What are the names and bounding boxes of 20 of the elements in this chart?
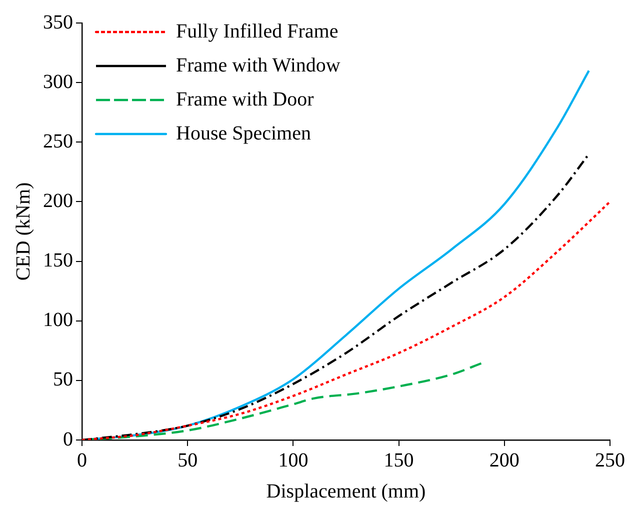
y-tick-label: 300 — [43, 70, 73, 93]
y-tick-label: 250 — [43, 130, 73, 152]
y-tick-label: 200 — [43, 190, 73, 212]
y-tick-label: 150 — [43, 250, 73, 272]
legend-label: Frame with Door — [176, 88, 314, 110]
x-tick-label: 200 — [489, 449, 520, 472]
x-tick-label: 250 — [595, 449, 625, 472]
y-tick-label: 100 — [43, 309, 73, 332]
y-axis-title: CED (kNm) — [12, 182, 34, 281]
x-axis-title: Displacement (mm) — [266, 480, 426, 502]
y-tick-label: 0 — [63, 428, 73, 450]
legend-label: House Specimen — [176, 122, 311, 144]
x-tick-label: 0 — [77, 449, 87, 472]
legend-label: Frame with Window — [176, 54, 341, 76]
x-tick-label: 50 — [178, 449, 198, 472]
y-tick-label: 50 — [53, 368, 73, 391]
legend-label: Fully Infilled Frame — [176, 20, 338, 42]
x-tick-label: 100 — [278, 449, 308, 472]
y-tick-label: 350 — [43, 11, 73, 34]
x-tick-label: 150 — [384, 449, 414, 472]
